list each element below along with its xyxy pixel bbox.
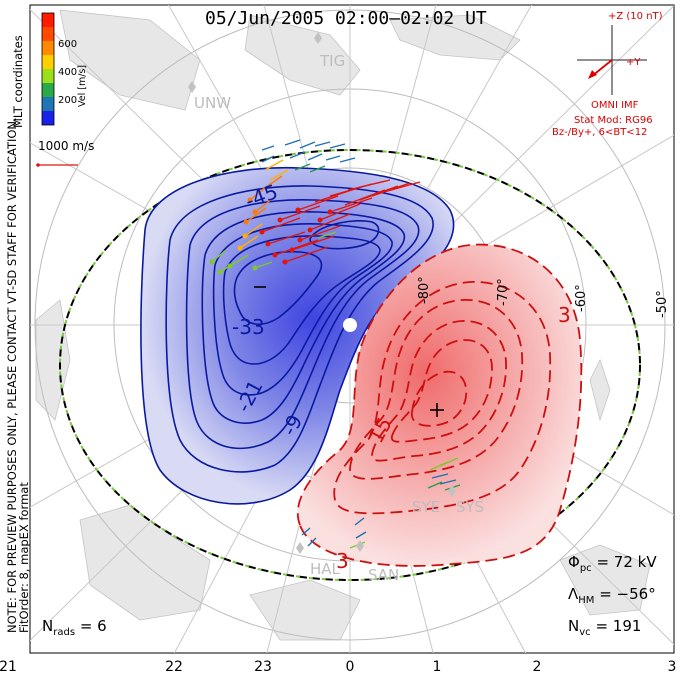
radar-count: Nrads = 6 — [42, 617, 107, 638]
phi-value: = 72 kV — [596, 553, 657, 571]
lat-label-70: -70° — [496, 278, 511, 306]
mlt-axis-labels: 21 22 23 0 1 2 3 — [0, 659, 676, 674]
map-title: 05/Jun/2005 02:00–02:02 UT — [205, 8, 487, 29]
contour-label-neg-33: -33 — [232, 315, 265, 339]
imf-z-label: +Z (10 nT) — [608, 11, 663, 22]
lat-label-80: -80° — [417, 276, 432, 304]
pole-marker — [343, 318, 357, 332]
vector-scale-dot — [36, 163, 40, 167]
positive-potential-cell — [297, 243, 583, 567]
fit-order-note: FitOrder: 8, mapEX format — [17, 482, 31, 633]
station-labels: TIG UNW SYE SYS HAL SAN — [194, 52, 484, 584]
latitude-labels: -50° -60° -70° -80° — [417, 276, 670, 318]
imf-arrowhead — [588, 70, 597, 79]
hmb-latitude: ΛHM = −56° — [568, 585, 656, 606]
mlt-label-2: 2 — [533, 659, 542, 674]
colorbar-unit-label: Vel [m/s] — [77, 65, 88, 107]
station-label-tig: TIG — [319, 52, 345, 70]
imf-label: OMNI IMF — [591, 100, 639, 111]
mlt-label-1: 1 — [433, 659, 442, 674]
lat-label-50: -50° — [655, 290, 670, 318]
colorbar-tick-400: 400 — [58, 67, 77, 78]
lat-label-60: -60° — [574, 284, 589, 312]
positive-max-marker — [430, 403, 444, 417]
nrads-symbol: N — [42, 617, 54, 635]
nrads-value: = 6 — [79, 617, 107, 635]
nvc-symbol: N — [568, 617, 580, 635]
mlt-label-22: 22 — [165, 659, 183, 674]
preview-note: NOTE: FOR PREVIEW PURPOSES ONLY, PLEASE … — [5, 117, 19, 633]
station-markers — [188, 32, 456, 554]
colorbar-tick-200: 200 — [58, 95, 77, 106]
lambda-symbol: Λ — [568, 585, 579, 603]
color-bar — [41, 12, 55, 126]
contour-label-pos-3-top: 3 — [558, 303, 571, 327]
imf-y-label: +Y — [626, 57, 641, 68]
station-label-san: SAN — [368, 566, 399, 584]
nrads-subscript: rads — [53, 627, 76, 638]
contour-label-pos-3-bottom: 3 — [336, 549, 349, 573]
station-label-hal: HAL — [310, 560, 341, 578]
velocity-vectors — [209, 139, 461, 549]
mlt-label-0: 0 — [346, 659, 355, 674]
lambda-subscript: HM — [578, 595, 595, 606]
nvc-subscript: vc — [579, 627, 591, 638]
vector-scale-label: 1000 m/s — [38, 139, 95, 153]
phi-symbol: Φ — [568, 553, 580, 571]
colorbar-tick-600: 600 — [58, 39, 77, 50]
stat-model-label: Stat Mod: RG96 — [574, 115, 653, 126]
heppner-maynard-boundary-green — [59, 149, 641, 581]
mlt-label-21: 21 — [0, 659, 17, 674]
colorbar-title: MLT coordinates — [11, 35, 25, 128]
station-label-sye: SYE — [412, 498, 440, 516]
cross-polar-potential: Φpc = 72 kV — [568, 553, 657, 574]
imf-condition-label: Bz-/By+, 6<BT<12 — [552, 127, 648, 138]
station-label-unw: UNW — [194, 94, 231, 112]
phi-subscript: pc — [579, 563, 592, 574]
station-label-sys: SYS — [456, 498, 484, 516]
mlt-label-23: 23 — [254, 659, 272, 674]
vector-count: Nvc = 191 — [568, 617, 641, 638]
mlt-label-3: 3 — [668, 659, 677, 674]
nvc-value: = 191 — [595, 617, 642, 635]
lambda-value: = −56° — [599, 585, 656, 603]
negative-potential-cell — [140, 166, 455, 505]
